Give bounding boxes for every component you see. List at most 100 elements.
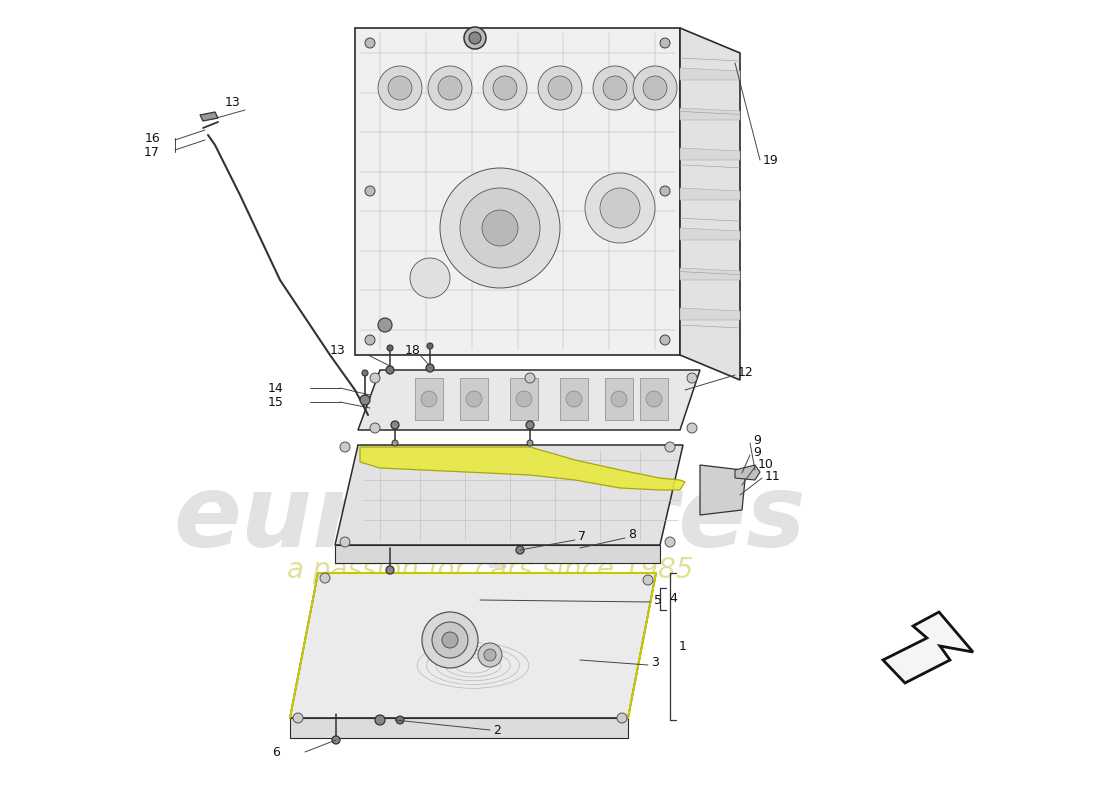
Polygon shape <box>640 378 668 420</box>
Text: 11: 11 <box>764 470 781 482</box>
Circle shape <box>460 188 540 268</box>
Circle shape <box>469 32 481 44</box>
Circle shape <box>440 168 560 288</box>
Circle shape <box>422 612 478 668</box>
Polygon shape <box>680 308 740 320</box>
Circle shape <box>426 364 434 372</box>
Circle shape <box>375 715 385 725</box>
Polygon shape <box>460 378 488 420</box>
Circle shape <box>493 76 517 100</box>
Text: eurospares: eurospares <box>174 471 806 569</box>
Polygon shape <box>680 108 740 120</box>
Text: 15: 15 <box>268 395 284 409</box>
Circle shape <box>527 440 534 446</box>
Circle shape <box>600 188 640 228</box>
Circle shape <box>617 713 627 723</box>
Text: 9: 9 <box>754 434 761 446</box>
Circle shape <box>688 373 697 383</box>
Circle shape <box>320 573 330 583</box>
Polygon shape <box>680 228 740 240</box>
Circle shape <box>410 258 450 298</box>
Text: 8: 8 <box>628 529 636 542</box>
Circle shape <box>516 546 524 554</box>
Circle shape <box>525 373 535 383</box>
Polygon shape <box>360 447 685 490</box>
Circle shape <box>660 335 670 345</box>
Circle shape <box>644 575 653 585</box>
Circle shape <box>390 421 399 429</box>
Polygon shape <box>290 718 628 738</box>
Circle shape <box>386 566 394 574</box>
Circle shape <box>466 391 482 407</box>
Circle shape <box>365 335 375 345</box>
Polygon shape <box>415 378 443 420</box>
Text: 4: 4 <box>669 593 676 606</box>
Polygon shape <box>336 445 683 545</box>
Circle shape <box>360 395 370 405</box>
Circle shape <box>427 343 433 349</box>
Text: 13: 13 <box>330 343 345 357</box>
Circle shape <box>666 537 675 547</box>
Circle shape <box>516 391 532 407</box>
Circle shape <box>526 421 534 429</box>
Polygon shape <box>605 378 632 420</box>
Circle shape <box>644 76 667 100</box>
Text: a passion for cars since 1985: a passion for cars since 1985 <box>287 556 693 584</box>
Polygon shape <box>735 465 760 480</box>
Polygon shape <box>700 465 745 515</box>
Circle shape <box>386 366 394 374</box>
Polygon shape <box>680 268 740 280</box>
Text: 1: 1 <box>679 640 686 653</box>
Polygon shape <box>510 378 538 420</box>
Circle shape <box>293 713 303 723</box>
Polygon shape <box>358 370 700 430</box>
Circle shape <box>566 391 582 407</box>
Text: 18: 18 <box>405 343 421 357</box>
Circle shape <box>340 537 350 547</box>
Circle shape <box>646 391 662 407</box>
Circle shape <box>464 27 486 49</box>
Circle shape <box>482 210 518 246</box>
Circle shape <box>660 38 670 48</box>
Circle shape <box>660 186 670 196</box>
Text: 14: 14 <box>268 382 284 394</box>
Text: 17: 17 <box>144 146 159 158</box>
Circle shape <box>585 173 654 243</box>
Circle shape <box>332 736 340 744</box>
Circle shape <box>478 643 502 667</box>
Circle shape <box>483 66 527 110</box>
Circle shape <box>378 318 392 332</box>
Circle shape <box>392 440 398 446</box>
Circle shape <box>365 38 375 48</box>
Polygon shape <box>336 545 660 563</box>
Text: 6: 6 <box>272 746 279 758</box>
Polygon shape <box>680 28 740 380</box>
Text: 19: 19 <box>763 154 779 166</box>
Circle shape <box>603 76 627 100</box>
Polygon shape <box>200 112 218 121</box>
Circle shape <box>610 391 627 407</box>
Polygon shape <box>680 148 740 160</box>
Circle shape <box>388 76 412 100</box>
Circle shape <box>421 391 437 407</box>
Text: 7: 7 <box>578 530 586 543</box>
Circle shape <box>688 423 697 433</box>
Polygon shape <box>680 188 740 200</box>
Polygon shape <box>883 612 974 683</box>
Polygon shape <box>355 28 680 355</box>
Circle shape <box>632 66 676 110</box>
Circle shape <box>666 442 675 452</box>
Polygon shape <box>680 68 740 80</box>
Text: 12: 12 <box>738 366 754 379</box>
Circle shape <box>396 716 404 724</box>
Circle shape <box>484 649 496 661</box>
Text: 13: 13 <box>226 95 241 109</box>
Circle shape <box>365 186 375 196</box>
Text: 2: 2 <box>493 723 500 737</box>
Circle shape <box>432 622 468 658</box>
Text: 10: 10 <box>758 458 774 471</box>
Circle shape <box>538 66 582 110</box>
Circle shape <box>340 442 350 452</box>
Text: 16: 16 <box>144 131 159 145</box>
Circle shape <box>370 423 379 433</box>
